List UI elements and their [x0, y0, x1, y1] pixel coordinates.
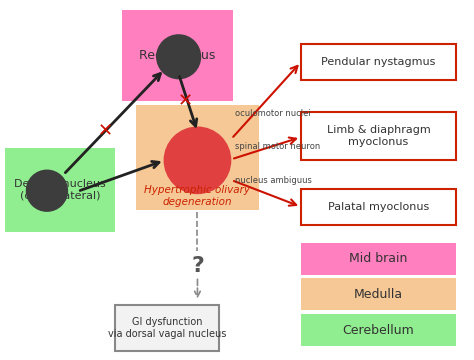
Text: nucleus ambiguus: nucleus ambiguus — [235, 176, 312, 185]
Text: oculomotor nuclei: oculomotor nuclei — [235, 109, 311, 118]
Text: Pendular nystagmus: Pendular nystagmus — [321, 57, 436, 67]
Bar — [5, 148, 115, 232]
Bar — [301, 243, 456, 275]
Ellipse shape — [164, 126, 231, 194]
Text: Limb & diaphragm
myoclonus: Limb & diaphragm myoclonus — [327, 125, 430, 147]
Text: Mid brain: Mid brain — [349, 252, 408, 265]
Text: Dentate nucleus
(contralateral): Dentate nucleus (contralateral) — [14, 179, 106, 201]
Bar — [301, 44, 456, 80]
Text: ✕: ✕ — [178, 93, 193, 111]
Text: Medulla: Medulla — [354, 288, 403, 301]
Bar — [122, 10, 233, 102]
Text: spinal motor neuron: spinal motor neuron — [235, 141, 320, 150]
Text: Palatal myoclonus: Palatal myoclonus — [328, 202, 429, 212]
Text: Hypertrophic olivary
degeneration: Hypertrophic olivary degeneration — [145, 185, 250, 207]
Text: ?: ? — [191, 256, 204, 276]
Text: Cerebellum: Cerebellum — [343, 324, 414, 337]
Bar — [301, 189, 456, 225]
Text: ✕: ✕ — [98, 123, 113, 141]
Text: Red nucleus: Red nucleus — [139, 49, 216, 62]
Ellipse shape — [26, 170, 68, 212]
Bar — [301, 314, 456, 346]
Bar — [301, 278, 456, 310]
Bar — [301, 112, 456, 160]
Ellipse shape — [156, 34, 201, 79]
Bar — [115, 305, 219, 351]
Text: GI dysfunction
via dorsal vagal nucleus: GI dysfunction via dorsal vagal nucleus — [108, 318, 226, 339]
Bar — [137, 105, 259, 210]
